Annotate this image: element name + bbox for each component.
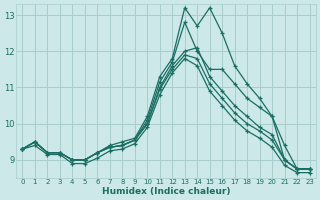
X-axis label: Humidex (Indice chaleur): Humidex (Indice chaleur) (102, 187, 230, 196)
